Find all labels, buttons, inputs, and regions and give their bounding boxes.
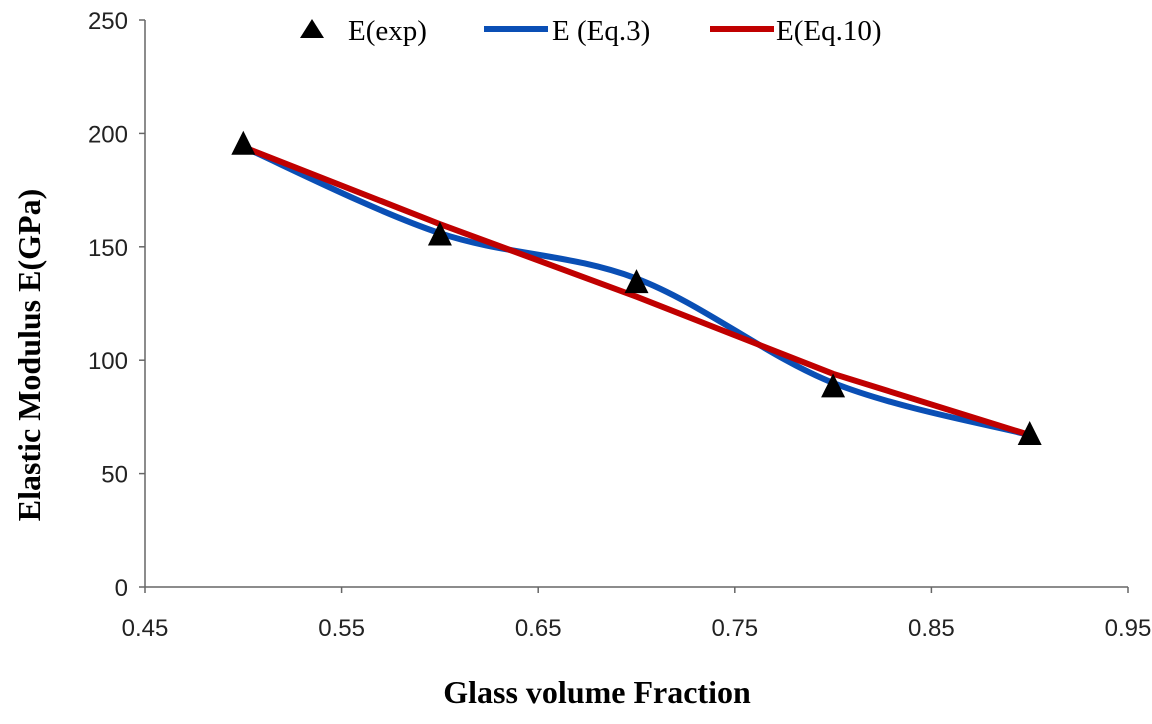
x-tick-label: 0.65 bbox=[515, 615, 562, 642]
legend: E(exp) E (Eq.3) E(Eq.10) bbox=[300, 15, 882, 47]
legend-label-eq10: E(Eq.10) bbox=[776, 15, 882, 47]
y-tick-label: 200 bbox=[88, 121, 128, 148]
x-axis-label: Glass volume Fraction bbox=[443, 674, 751, 710]
y-tick-label: 150 bbox=[88, 235, 128, 262]
series-line-eq10 bbox=[242, 144, 1031, 438]
data-point-exp bbox=[624, 269, 649, 294]
x-tick-label: 0.45 bbox=[122, 615, 169, 642]
data-point-exp bbox=[231, 130, 256, 155]
data-point-exp bbox=[427, 221, 452, 246]
legend-label-exp: E(exp) bbox=[348, 15, 427, 47]
y-tick-label: 250 bbox=[88, 8, 128, 35]
data-point-exp bbox=[1017, 421, 1042, 446]
legend-marker-exp bbox=[300, 19, 324, 38]
y-tick-label: 100 bbox=[88, 348, 128, 375]
x-tick-label: 0.95 bbox=[1105, 615, 1152, 642]
y-axis-label: Elastic Modulus E(GPa) bbox=[11, 189, 47, 521]
x-tick-label: 0.55 bbox=[318, 615, 365, 642]
x-tick-label: 0.85 bbox=[908, 615, 955, 642]
y-tick-label: 0 bbox=[115, 575, 128, 602]
y-tick-label: 50 bbox=[101, 462, 128, 489]
data-point-exp bbox=[821, 373, 846, 398]
legend-label-eq3: E (Eq.3) bbox=[552, 15, 650, 47]
x-tick-label: 0.75 bbox=[711, 615, 758, 642]
